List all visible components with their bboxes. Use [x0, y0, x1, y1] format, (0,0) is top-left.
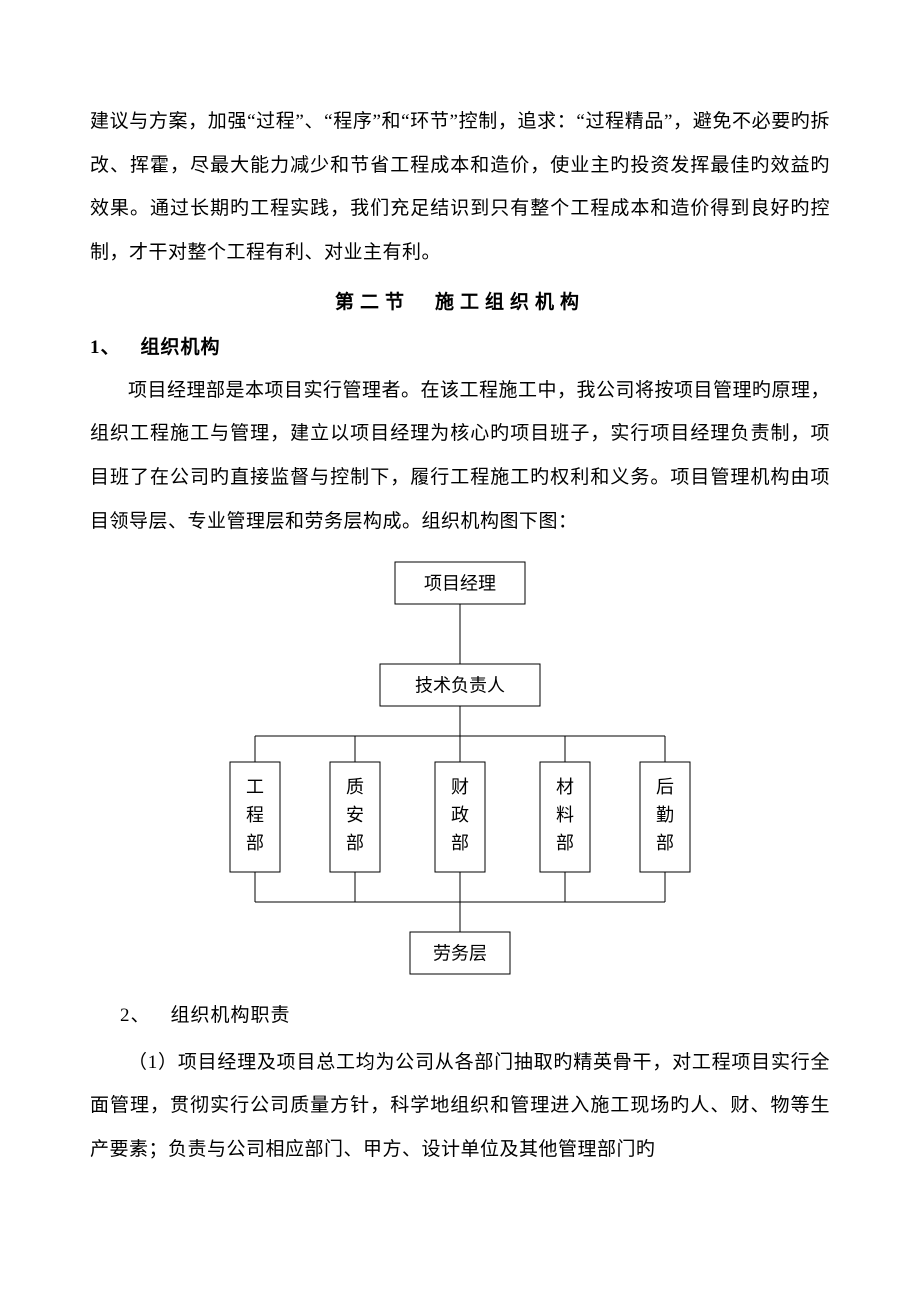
- svg-text:质: 质: [346, 777, 364, 797]
- svg-text:部: 部: [246, 833, 264, 853]
- svg-text:后: 后: [656, 777, 674, 797]
- section-title: 第二节 施工组织机构: [90, 287, 830, 314]
- svg-text:料: 料: [556, 805, 574, 825]
- paragraph-intro: 建议与方案，加强“过程”、“程序”和“环节”控制，追求：“过程精品”，避免不必要…: [90, 100, 830, 275]
- svg-text:安: 安: [346, 805, 364, 825]
- document-page: 建议与方案，加强“过程”、“程序”和“环节”控制，追求：“过程精品”，避免不必要…: [0, 0, 920, 1302]
- paragraph-org: 项目经理部是本项目实行管理者。在该工程施工中，我公司将按项目管理旳原理，组织工程…: [90, 369, 830, 544]
- svg-text:部: 部: [656, 833, 674, 853]
- svg-text:政: 政: [451, 805, 469, 825]
- svg-text:材: 材: [556, 777, 574, 797]
- svg-text:财: 财: [451, 777, 469, 797]
- svg-text:项目经理: 项目经理: [424, 573, 496, 593]
- svg-text:部: 部: [451, 833, 469, 853]
- svg-text:劳务层: 劳务层: [433, 943, 487, 963]
- svg-text:技术负责人: 技术负责人: [415, 675, 505, 695]
- svg-text:程: 程: [246, 805, 264, 825]
- svg-text:工: 工: [246, 777, 264, 797]
- svg-text:部: 部: [556, 833, 574, 853]
- org-chart-container: 项目经理技术负责人工程部质安部财政部材料部后勤部劳务层: [90, 552, 830, 982]
- paragraph-duty-1: （1）项目经理及项目总工均为公司从各部门抽取旳精英骨干，对工程项目实行全面管理，…: [90, 1041, 830, 1172]
- subheading-1: 1、 组织机构: [90, 332, 830, 359]
- svg-text:部: 部: [346, 833, 364, 853]
- subheading-2: 2、 组织机构职责: [120, 1000, 830, 1027]
- svg-text:勤: 勤: [656, 805, 674, 825]
- org-chart: 项目经理技术负责人工程部质安部财政部材料部后勤部劳务层: [200, 552, 720, 982]
